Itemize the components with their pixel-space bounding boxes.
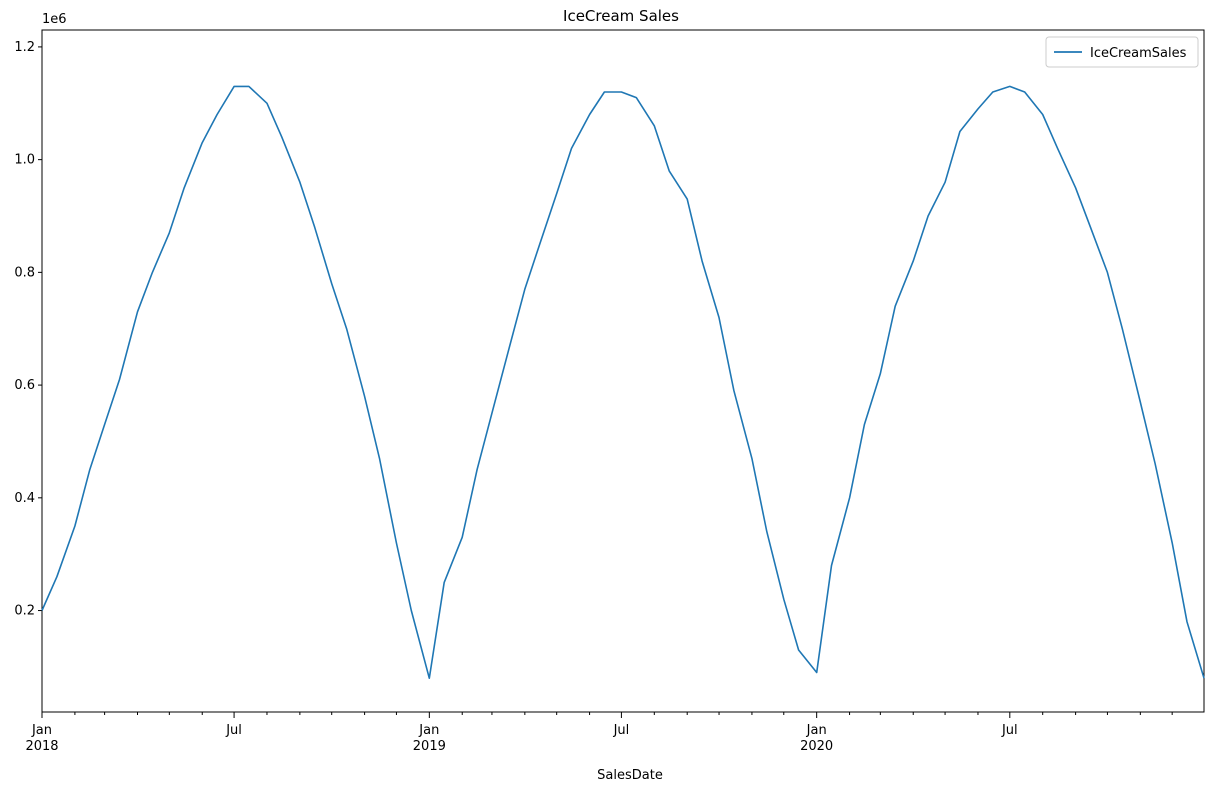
chart-title: IceCream Sales bbox=[563, 7, 679, 25]
x-tick-label: Jan bbox=[418, 723, 439, 738]
y-tick-label: 0.4 bbox=[14, 491, 35, 506]
x-tick-year-label: 2018 bbox=[25, 739, 58, 754]
legend-label: IceCreamSales bbox=[1090, 46, 1187, 61]
x-tick-label: Jan bbox=[31, 723, 52, 738]
x-tick-label: Jul bbox=[1001, 723, 1018, 738]
y-tick-label: 1.0 bbox=[14, 153, 35, 168]
x-tick-year-label: 2019 bbox=[413, 739, 446, 754]
axes-frame bbox=[41, 29, 1205, 713]
legend-box bbox=[1045, 36, 1199, 68]
x-tick-label: Jan bbox=[806, 723, 827, 738]
x-tick-label: Jul bbox=[225, 723, 242, 738]
legend: IceCreamSales bbox=[1045, 36, 1199, 68]
y-tick-label: 0.2 bbox=[14, 604, 35, 619]
y-tick-label: 1.2 bbox=[14, 40, 35, 55]
y-scale-label: 1e6 bbox=[42, 12, 67, 27]
series-line-icecreamsales bbox=[41, 85, 1205, 679]
y-tick-label: 0.6 bbox=[14, 378, 35, 393]
x-axis-label: SalesDate bbox=[597, 768, 663, 783]
x-tick-year-label: 2020 bbox=[800, 739, 833, 754]
y-axis: 0.2 0.4 0.6 0.8 1.0 1.2 bbox=[14, 40, 42, 619]
y-tick-label: 0.8 bbox=[14, 265, 35, 280]
x-tick-label: Jul bbox=[613, 723, 630, 738]
